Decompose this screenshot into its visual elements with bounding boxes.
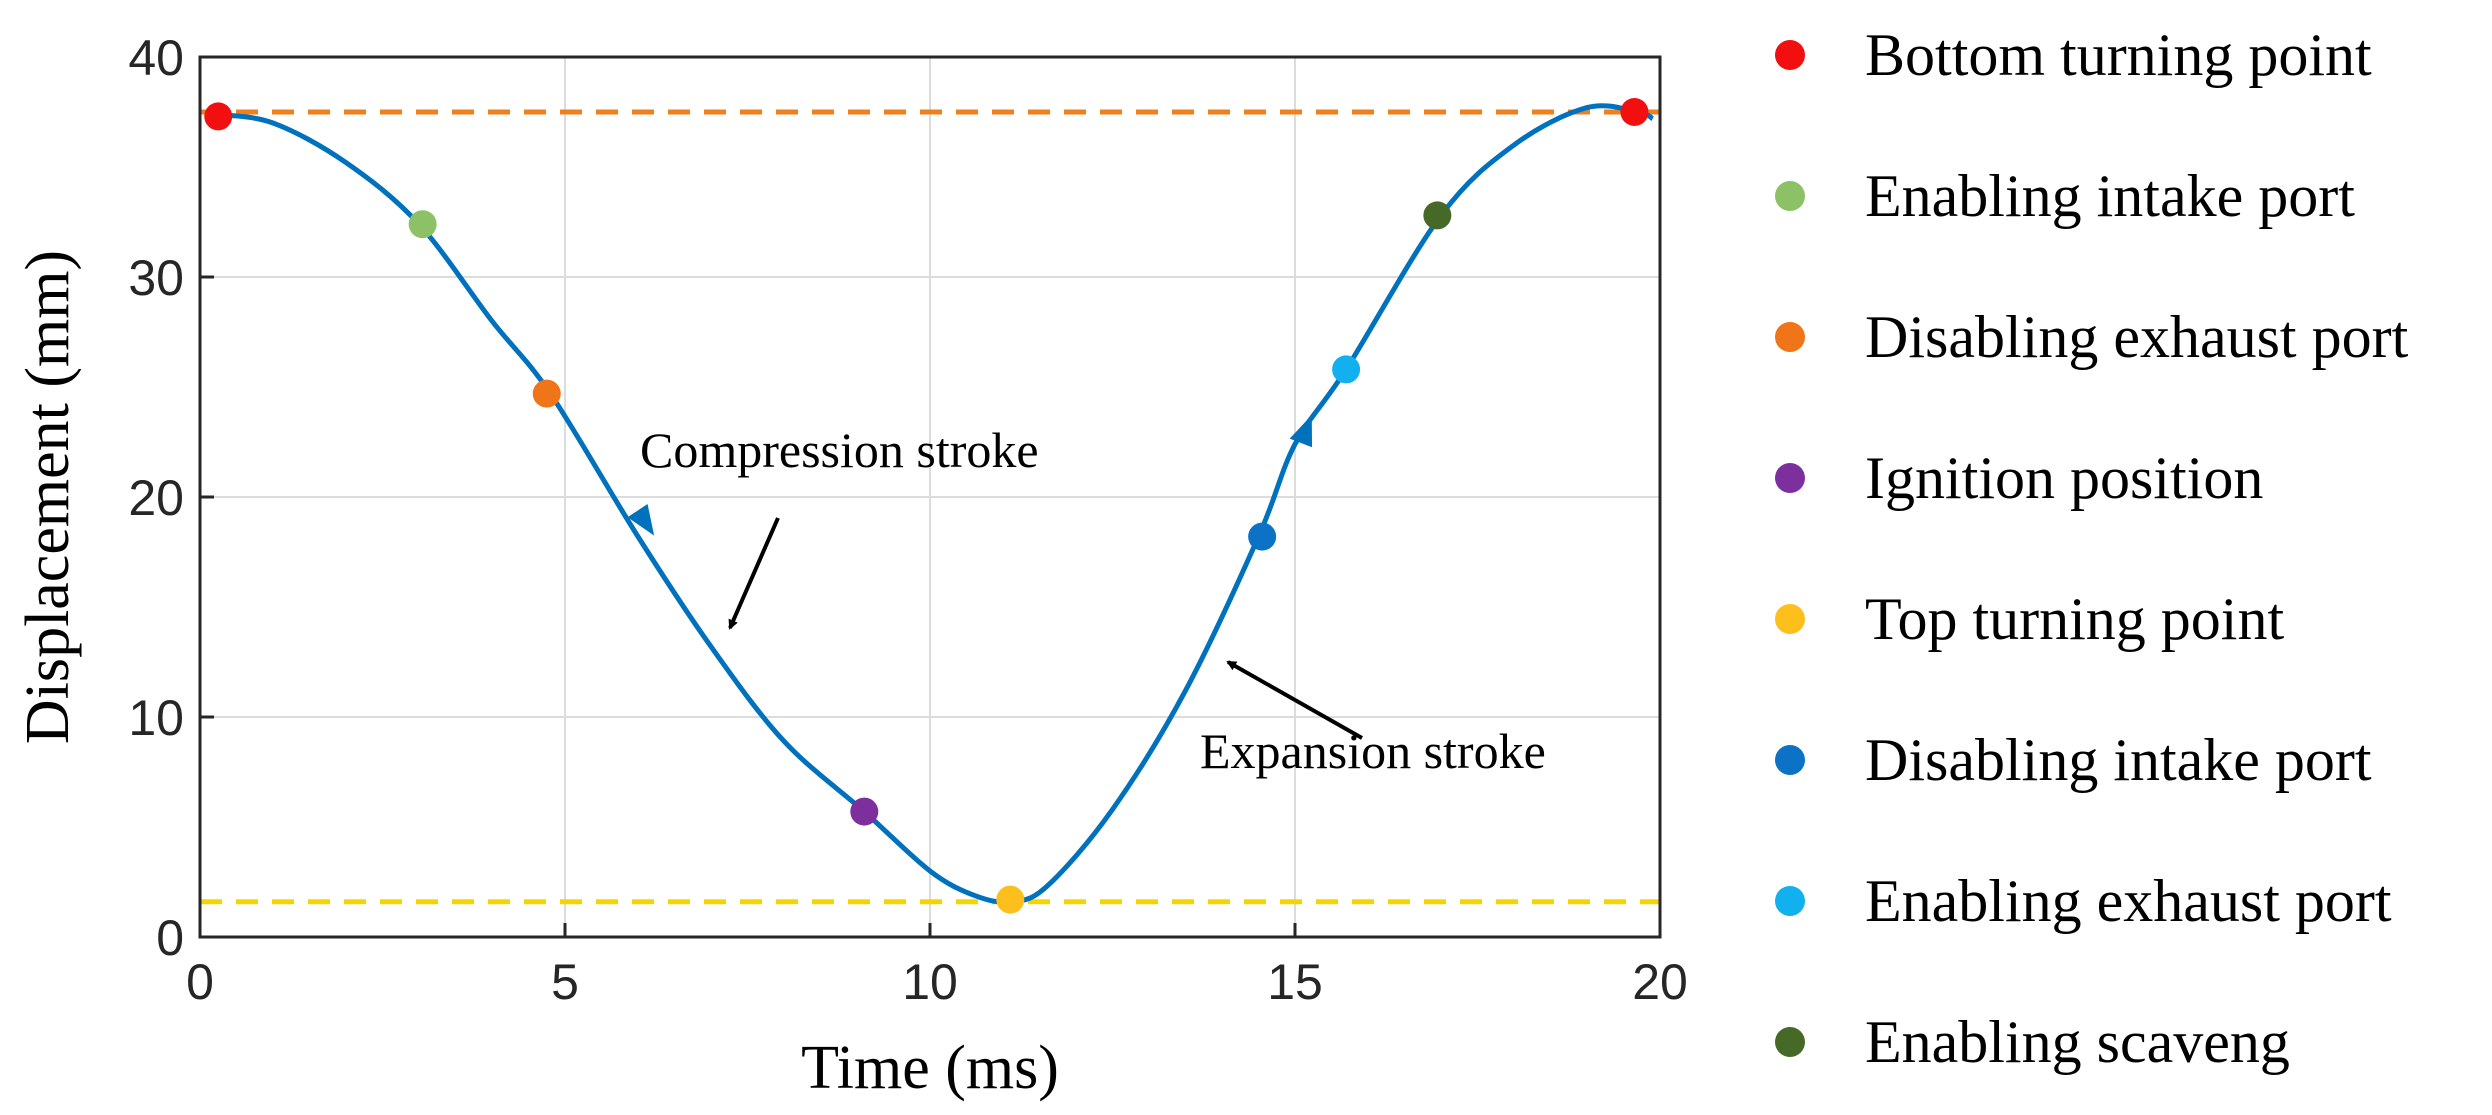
x-tick-labels: 0 5 10 15 20 (186, 954, 1688, 1010)
grid (198, 55, 1662, 939)
legend-item: Enabling scaveng (1775, 1009, 2290, 1075)
y-tick-label: 40 (128, 30, 184, 86)
reference-lines (200, 109, 1660, 905)
legend-marker (1775, 463, 1805, 493)
legend-item: Enabling intake port (1775, 163, 2355, 229)
y-axis-label: Displacement (mm) (14, 250, 82, 744)
annotation-expansion-arrow (1226, 660, 1363, 740)
marker-bottom-turning-point (204, 102, 233, 131)
legend-marker (1775, 40, 1805, 70)
x-tick-label: 0 (186, 954, 214, 1010)
marker-enabling-exhaust-port (1332, 355, 1361, 384)
annotation-expansion-stroke: Expansion stroke (1200, 723, 1546, 779)
legend-marker (1775, 745, 1805, 775)
marker-disabling-intake-port (1248, 522, 1277, 551)
legend-marker (1775, 1027, 1805, 1057)
marker-ignition-position (850, 797, 879, 826)
legend-label: Enabling exhaust port (1865, 868, 2392, 934)
x-tick-label: 5 (551, 954, 579, 1010)
legend: Bottom turning point Enabling intake port… (1775, 22, 2409, 1075)
legend-label: Bottom turning point (1865, 22, 2372, 88)
x-tick-label: 20 (1632, 954, 1688, 1010)
legend-marker (1775, 181, 1805, 211)
legend-label: Top turning point (1865, 586, 2284, 652)
direction-arrow (1289, 414, 1313, 448)
x-tick-label: 15 (1267, 954, 1323, 1010)
annotation-compression-arrow (728, 517, 780, 630)
legend-item: Enabling exhaust port (1775, 868, 2392, 934)
legend-item: Disabling intake port (1775, 727, 2372, 793)
legend-marker (1775, 886, 1805, 916)
legend-label: Disabling exhaust port (1865, 304, 2409, 370)
marker-top-turning-point (996, 885, 1025, 914)
y-tick-label: 20 (128, 470, 184, 526)
legend-item: Bottom turning point (1775, 22, 2372, 88)
legend-marker (1775, 604, 1805, 634)
legend-item: Top turning point (1775, 586, 2284, 652)
event-markers (204, 98, 1649, 914)
annotation-compression-stroke: Compression stroke (640, 422, 1039, 478)
y-tick-label: 0 (156, 910, 184, 966)
marker-enabling-scaveng (1423, 201, 1452, 230)
y-tick-labels: 0 10 20 30 40 (128, 30, 184, 966)
marker-bottom-turning-point (1620, 98, 1649, 126)
x-tick-label: 10 (902, 954, 958, 1010)
legend-label: Enabling scaveng (1865, 1009, 2290, 1075)
legend-label: Ignition position (1865, 445, 2263, 511)
plot-frame (198, 55, 1662, 939)
marker-disabling-exhaust-port (532, 379, 561, 408)
legend-item: Ignition position (1775, 445, 2263, 511)
y-tick-label: 30 (128, 250, 184, 306)
legend-label: Enabling intake port (1865, 163, 2355, 229)
legend-item: Disabling exhaust port (1775, 304, 2409, 370)
y-tick-label: 10 (128, 690, 184, 746)
direction-arrows (627, 414, 1313, 536)
direction-arrow (627, 503, 655, 536)
x-axis-label: Time (ms) (801, 1034, 1059, 1102)
legend-label: Disabling intake port (1865, 727, 2372, 793)
legend-marker (1775, 322, 1805, 352)
marker-enabling-intake-port (408, 210, 437, 239)
